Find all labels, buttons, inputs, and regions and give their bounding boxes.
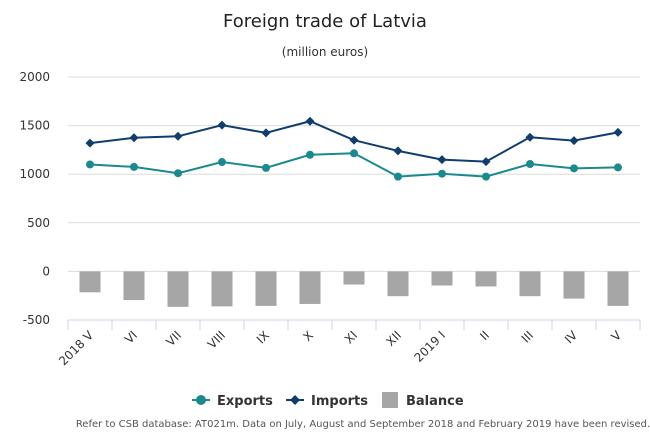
grid-layer: -500 0 500 1000 1500 2000 [19,70,640,327]
imports-point [525,132,535,142]
balance-bar [563,271,585,299]
legend-swatch [382,392,398,408]
imports-point [129,133,139,143]
legend: Exports Imports Balance [192,392,464,409]
imports-point [569,136,579,146]
exports-point [482,172,490,181]
legend-item-imports[interactable]: Imports [286,394,368,409]
balance-bar [475,271,497,287]
imports-point [85,138,95,148]
x-tick-label: 2019 I [411,328,448,365]
y-tick-label: -500 [23,313,50,327]
y-tick-label: 500 [27,216,50,230]
imports-point [305,116,315,126]
legend-item-balance[interactable]: Balance [382,392,464,409]
x-tick-label: XII [383,328,404,349]
exports-point [614,163,622,172]
x-tick-label: III [519,328,536,345]
imports-point [217,120,227,130]
exports-point [86,160,94,169]
balance-bar [167,271,189,307]
legend-marker [290,395,300,405]
y-tick-label: 1500 [19,119,50,133]
x-tick-label: X [300,328,316,344]
legend-label: Balance [406,394,464,409]
legend-item-exports[interactable]: Exports [192,394,273,409]
x-axis: 2018 V VI VII VIII IX X XI XII 2019 I II III IV V [56,319,641,369]
balance-bar [519,271,541,297]
legend-label: Imports [311,394,368,409]
exports-point [306,150,314,159]
y-tick-label: 0 [42,264,50,278]
imports-point [393,146,403,156]
balance-bar [387,271,409,297]
legend-marker [196,395,206,405]
imports-point [173,131,183,141]
exports-point [174,169,182,178]
chart-subtitle: (million euros) [282,45,368,59]
balance-bar [299,271,321,304]
exports-point [570,164,578,173]
bar-layer [79,271,629,307]
x-tick-label: II [477,328,492,343]
legend-label: Exports [217,394,273,409]
imports-point [481,157,491,167]
balance-bar [123,271,145,301]
balance-bar [255,271,277,306]
balance-bar [79,271,101,293]
footnote: Refer to CSB database: AT021m. Data on J… [76,419,650,430]
x-tick-label: VI [122,328,140,346]
x-tick-label: VIII [205,328,228,351]
exports-point [218,158,226,167]
x-tick-label: XI [342,328,360,346]
exports-point [350,149,358,158]
exports-point [394,172,402,181]
y-tick-label: 2000 [19,70,50,84]
exports-point [526,159,534,168]
x-tick-label: IX [254,328,272,346]
line-layer [85,116,623,181]
imports-point [261,128,271,138]
exports-point [262,163,270,172]
imports-point [437,155,447,165]
balance-bar [431,271,453,286]
balance-bar [211,271,233,307]
balance-bar [607,271,629,306]
x-tick-label: VII [163,328,184,349]
x-tick-label: IV [562,328,581,347]
balance-bar [343,271,365,285]
imports-point [613,127,623,137]
chart-title: Foreign trade of Latvia [223,11,427,32]
x-tick-label: V [608,328,624,344]
exports-point [438,169,446,178]
x-tick-label: 2018 V [56,328,97,369]
exports-point [130,162,138,171]
imports-point [349,135,359,145]
y-tick-label: 1000 [19,167,50,181]
